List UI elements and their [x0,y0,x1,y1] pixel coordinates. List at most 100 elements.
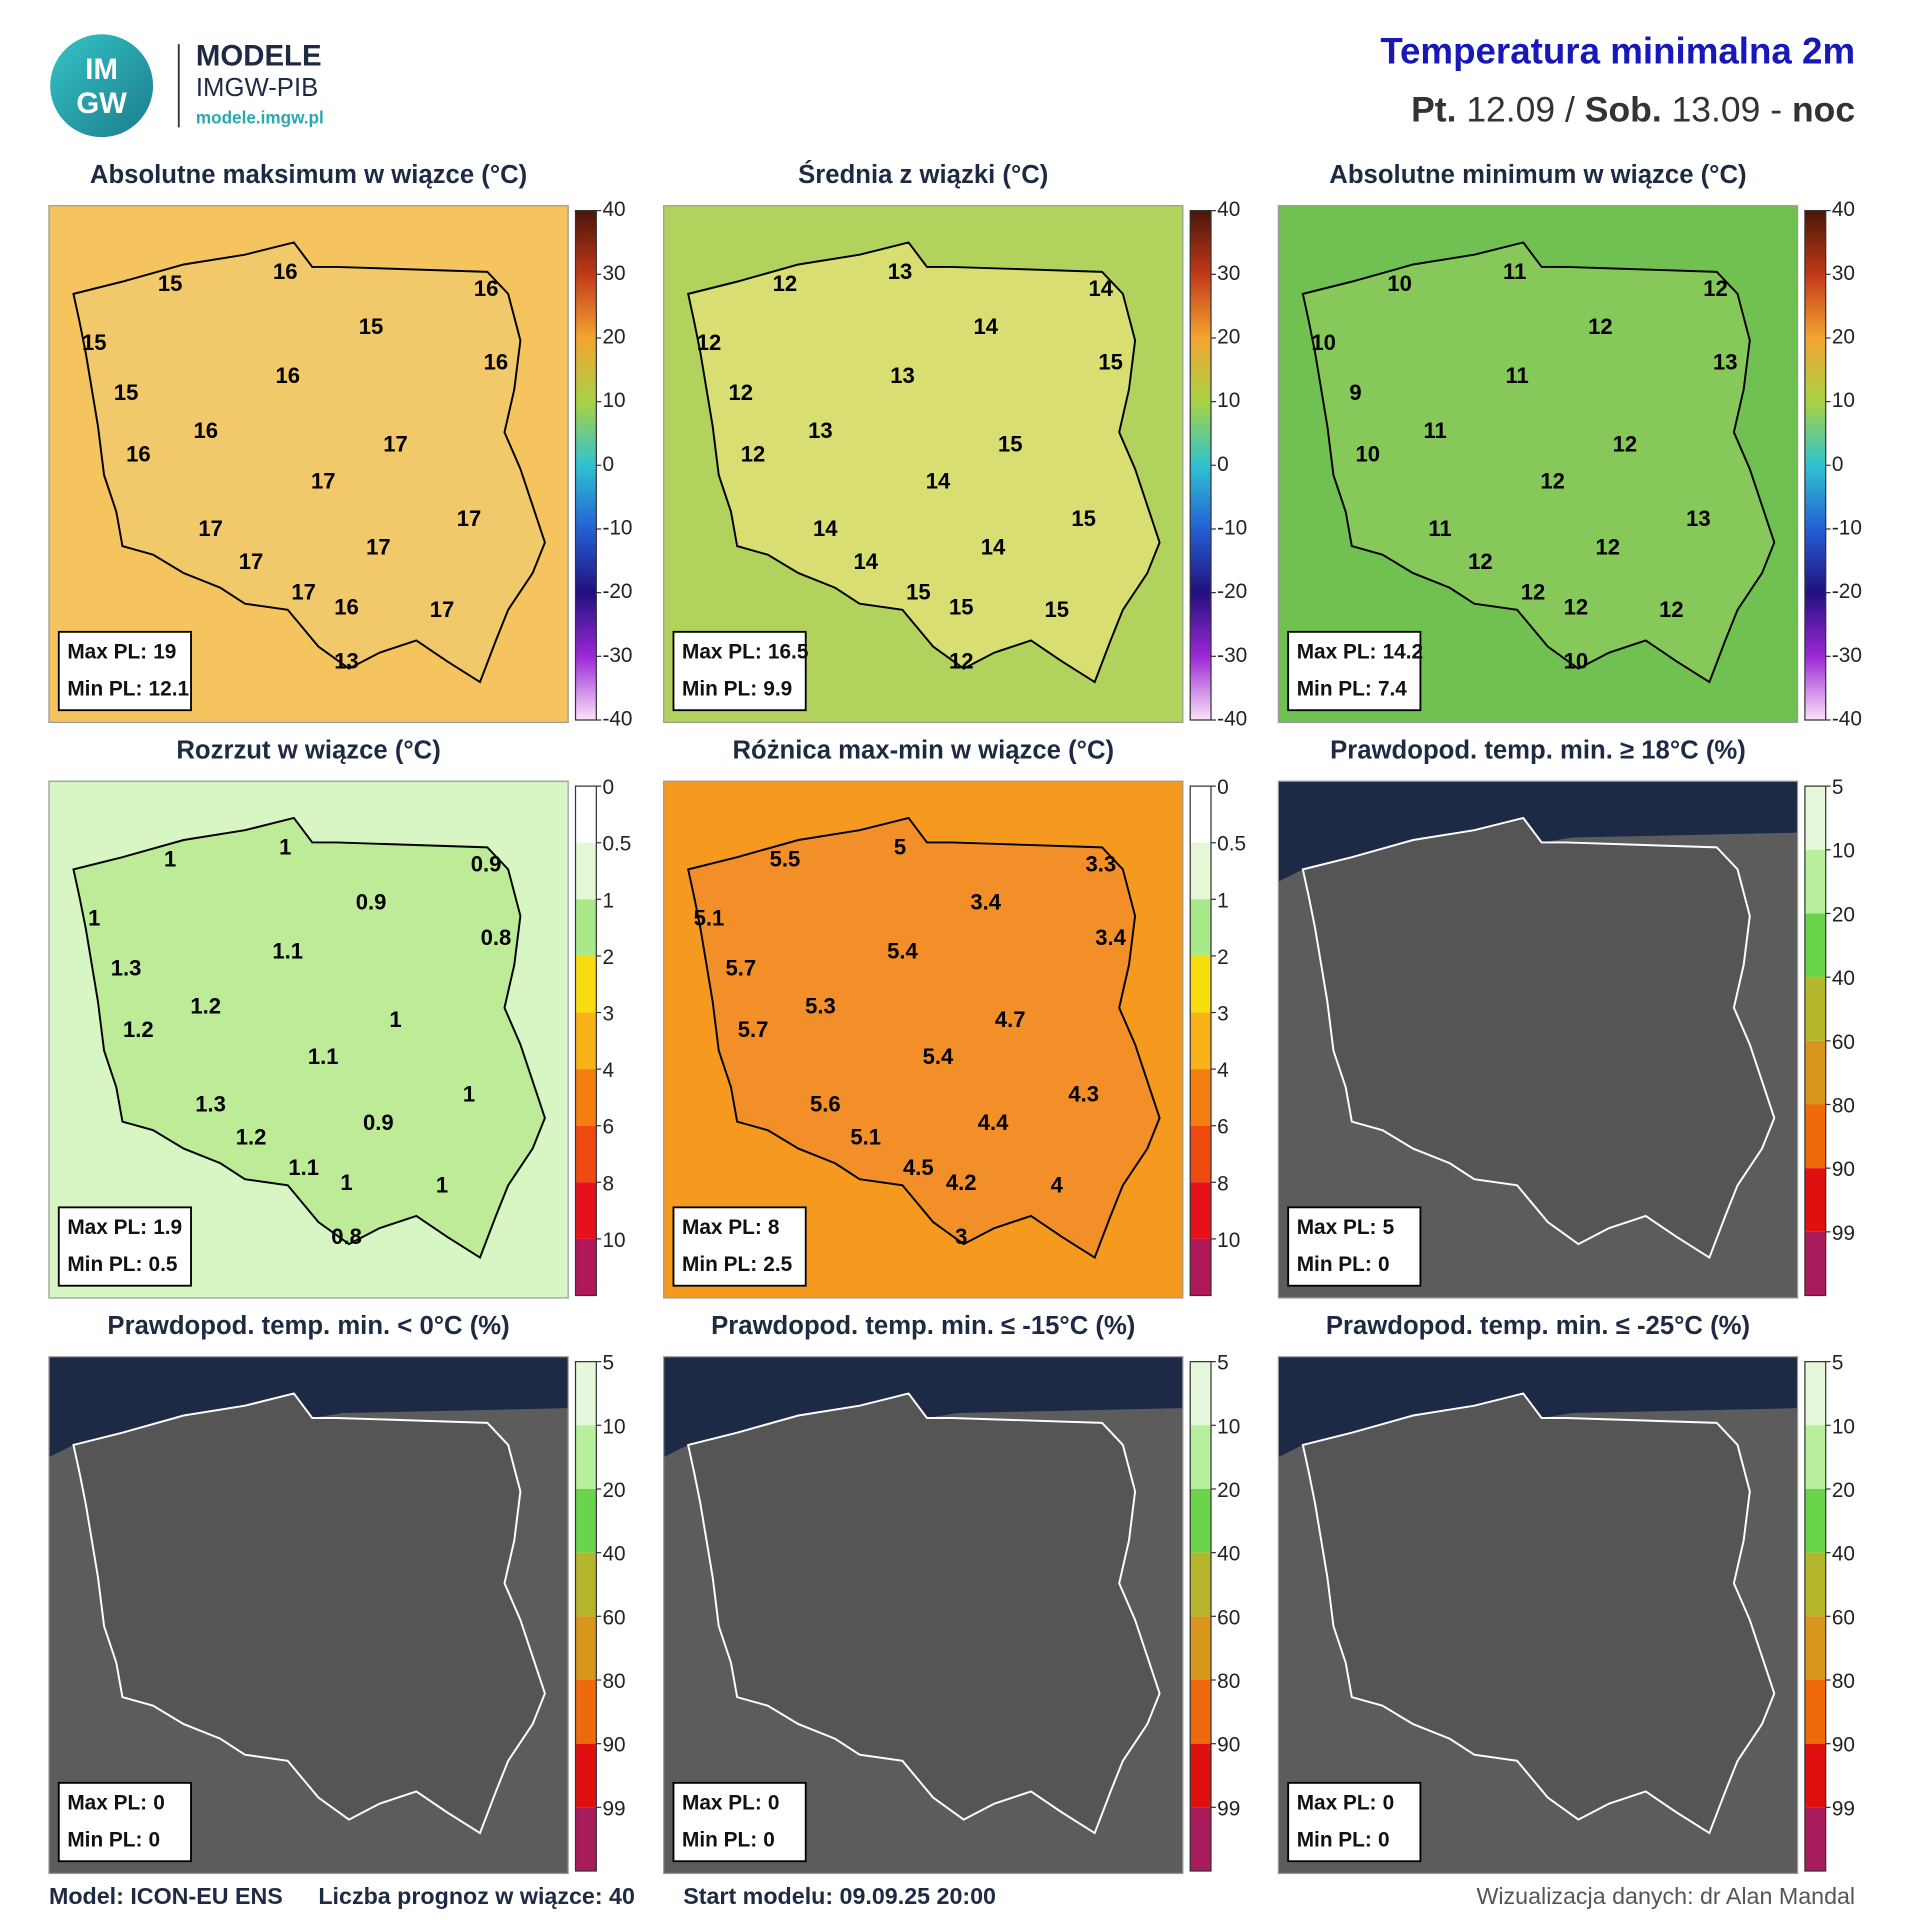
stat-label: Max PL: [1297,1216,1377,1239]
value-label: 3.4 [970,890,1001,915]
country [687,1392,1161,1835]
value-label: 4.4 [978,1110,1009,1135]
stat-max: Max PL: 0 [1297,1791,1394,1814]
colorbar-segment [1190,842,1212,900]
stats-box [57,1781,192,1863]
value-label: 15 [158,271,183,296]
value-label: 13 [334,648,359,673]
colorbar-label: -40 [1217,708,1247,731]
sea [1278,781,1798,882]
stat-value: 0.5 [149,1252,178,1275]
colorbar-segment [575,1680,597,1744]
colorbar-label: 60 [602,1606,625,1629]
colorbar-label: 10 [1832,1415,1855,1438]
country [72,816,546,1260]
country [1301,816,1776,1260]
value-label: 12 [697,330,722,355]
value-label: 3 [955,1224,967,1249]
colorbar-label: 2 [1217,946,1229,969]
colorbar-label: 10 [1217,1415,1240,1438]
value-label: 10 [1355,441,1380,466]
colorbar-segment [575,1425,597,1489]
colorbar-label: 99 [1832,1222,1855,1245]
value-label: 16 [193,418,218,443]
colorbar-label: 20 [1217,325,1240,348]
value-label: 4.5 [903,1155,934,1180]
map-panel: Max PL: 5 Min PL: 0 [1277,780,1799,1299]
value-label: 12 [1659,597,1684,622]
panel-title: Absolutne minimum w wiązce (°C) [1329,161,1746,189]
stat-value: 5 [1383,1216,1395,1239]
map-panel: 12 13 14 12 14 15 12 13 13 15 12 14 15 14 14 14 15 15 15 12… [663,205,1184,724]
value-label: 5.7 [738,1017,769,1042]
stat-label: Max PL: [682,1216,762,1239]
colorbar-segment [1804,1425,1826,1489]
colorbar-segment [1190,1488,1212,1553]
value-label: 14 [973,314,998,339]
stat-value: 0 [768,1791,780,1814]
colorbar-segment [575,1069,597,1126]
colorbar-label: 0 [1832,453,1844,476]
colorbar-label: 99 [1832,1797,1855,1820]
colorbar-label: 0 [1217,776,1229,799]
colorbar-label: 3 [602,1002,614,1025]
stat-value: 14.2 [1383,640,1423,663]
value-label: 13 [808,418,833,443]
map-panel: 1 1 0.9 1 0.9 0.8 1.3 1.1 1.2 1 1.2 1.1 1 1.3 0.9 1.2 1.… [48,780,569,1299]
value-label: 16 [275,363,300,388]
colorbar-label: -40 [602,708,632,731]
colorbar-segment [1804,849,1826,914]
colorbar-frame [1189,785,1212,1297]
subtitle-part: noc [1792,90,1855,130]
colorbar-label: -20 [602,580,632,603]
value-label: 15 [1071,506,1096,531]
colorbar-label: 10 [602,1415,625,1438]
stat-label: Min PL: [1297,677,1372,700]
colorbar-label: 6 [602,1116,614,1139]
value-label: 14 [926,468,951,493]
colorbar-segment [575,1807,597,1872]
stats-box [1287,1206,1422,1287]
stat-min: Min PL: 0 [1297,1828,1390,1851]
value-label: 17 [311,468,336,493]
stat-value: 0 [1378,1252,1390,1275]
value-label: 4 [1051,1172,1064,1197]
value-label: 13 [888,259,913,284]
stat-min: Min PL: 7.4 [1297,677,1408,700]
value-label: 17 [198,516,223,541]
value-label: 15 [1044,597,1069,622]
colorbar-label: 10 [602,389,625,412]
colorbar-label: 5 [1217,1352,1229,1375]
panel-title: Prawdopod. temp. min. < 0°C (%) [107,1312,509,1340]
value-label: 12 [773,271,798,296]
colorbar-label: 90 [1832,1158,1855,1181]
value-label: 0.9 [363,1110,394,1135]
colorbar [574,209,597,721]
colorbar-label: 8 [1217,1172,1229,1195]
value-label: 1 [279,834,291,859]
stat-label: Min PL: [682,1828,757,1851]
value-label: 1.2 [236,1125,267,1150]
value-label: 1.3 [111,956,142,981]
stat-value: 0 [763,1828,775,1851]
value-label: 14 [981,534,1006,559]
value-label: 16 [484,350,509,375]
colorbar-label: 20 [602,325,625,348]
colorbar-label: -20 [1832,580,1862,603]
value-label: 12 [949,648,974,673]
colorbar-label: 10 [602,1229,625,1252]
value-label: 11 [1503,259,1526,284]
colorbar-label: 30 [1832,262,1855,285]
value-label: 15 [114,380,139,405]
url: modele.imgw.pl [196,107,324,127]
stats-box [57,630,192,712]
value-label: 12 [1595,534,1620,559]
colorbar-frame [574,785,597,1297]
value-label: 11 [1428,516,1451,541]
sea [663,1356,1183,1458]
colorbar-segment [575,1125,597,1183]
value-label: 5.4 [887,938,918,963]
colorbar-segment [1190,899,1212,956]
map-frame [48,1356,569,1875]
